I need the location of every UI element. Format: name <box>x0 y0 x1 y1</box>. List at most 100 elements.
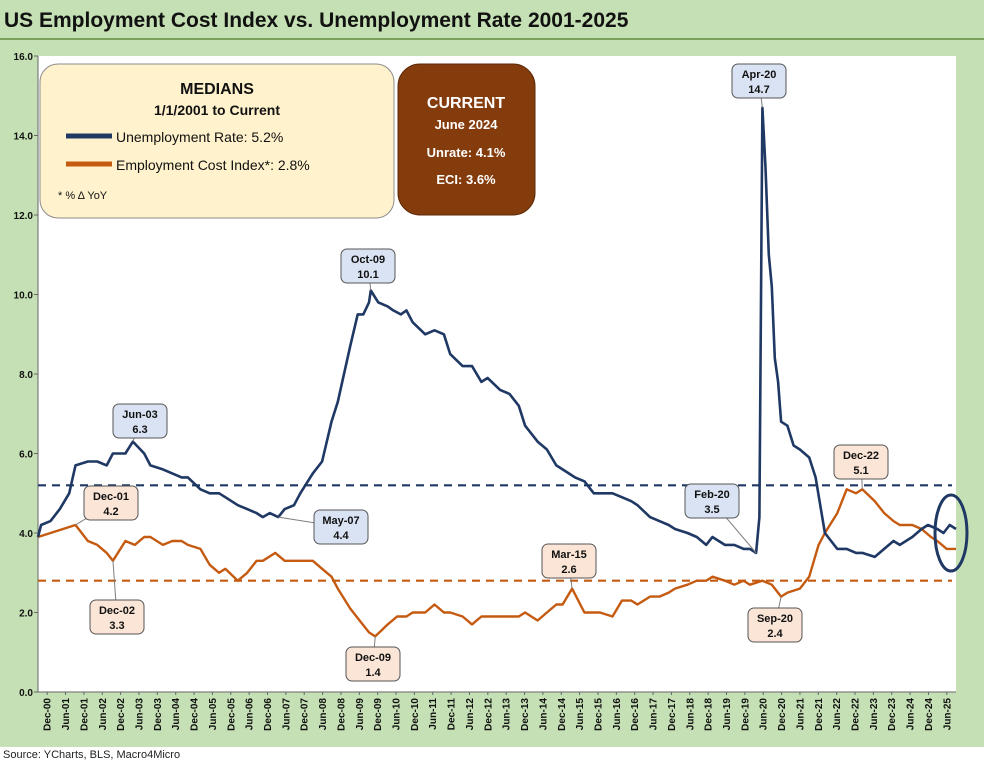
x-tick-label: Jun-05 <box>208 698 219 731</box>
median-lines <box>38 484 952 582</box>
callout-date: Jun-03 <box>122 409 157 421</box>
callout-mar-15: Mar-15 2.6 <box>541 543 597 579</box>
series-lines <box>36 106 957 638</box>
callout-box <box>541 543 597 579</box>
x-tick-label: Dec-23 <box>887 698 898 731</box>
medians-box: MEDIANS 1/1/2001 to Current Unemployment… <box>39 63 395 219</box>
legend-eci-label: Employment Cost Index*: 2.8% <box>116 157 310 173</box>
medians-title: MEDIANS <box>180 81 254 98</box>
y-tick-label: 0.0 <box>19 688 33 699</box>
callout-date: Dec-09 <box>355 652 391 664</box>
x-tick-label: Dec-16 <box>630 698 641 731</box>
x-tick-label: Dec-07 <box>300 698 311 731</box>
callout-box <box>112 403 168 439</box>
x-tick-label: Dec-13 <box>520 698 531 731</box>
x-tick-label: Dec-05 <box>226 698 237 731</box>
callout-dec-09: Dec-09 1.4 <box>345 646 401 682</box>
callout-value: 6.3 <box>132 424 147 436</box>
x-tick-label: Dec-10 <box>410 698 421 731</box>
current-box-bg <box>397 63 536 216</box>
medians-subtitle: 1/1/2001 to Current <box>154 102 280 118</box>
callout-box <box>345 646 401 682</box>
x-tick-label: Jun-14 <box>538 698 549 731</box>
callout-box <box>313 509 369 545</box>
x-tick-label: Jun-16 <box>612 698 623 731</box>
y-tick-label: 2.0 <box>19 609 33 620</box>
callout-value: 4.2 <box>103 506 118 518</box>
x-tick-label: Jun-13 <box>502 698 513 731</box>
x-tick-label: Jun-25 <box>942 698 953 731</box>
legend-unrate-label: Unemployment Rate: 5.2% <box>116 129 283 145</box>
x-tick-label: Jun-12 <box>465 698 476 731</box>
y-axis: 0.0 2.0 4.0 6.0 8.0 10.0 12.0 14.0 16.0 <box>14 52 39 699</box>
x-tick-label: Jun-15 <box>575 698 586 731</box>
callout-oct-09: Oct-09 10.1 <box>340 248 396 284</box>
x-tick-label: Dec-00 <box>43 698 54 731</box>
x-tick-label: Dec-15 <box>593 698 604 731</box>
callout-date: Dec-01 <box>93 491 129 503</box>
callout-date: Apr-20 <box>742 69 777 81</box>
title-bar: US Employment Cost Index vs. Unemploymen… <box>0 0 984 40</box>
x-tick-label: Dec-06 <box>263 698 274 731</box>
x-tick-label: Dec-08 <box>336 698 347 731</box>
x-tick-label: Dec-12 <box>483 698 494 731</box>
x-tick-label: Dec-11 <box>447 698 458 731</box>
current-title: CURRENT <box>427 95 505 112</box>
callout-value: 4.4 <box>333 530 349 542</box>
x-tick-label: Jun-20 <box>759 698 770 731</box>
y-tick-label: 16.0 <box>14 52 34 63</box>
callout-date: Sep-20 <box>757 613 793 625</box>
x-tick-label: Dec-18 <box>704 698 715 731</box>
callout-dec-01: Dec-01 4.2 <box>83 485 139 521</box>
callout-date: May-07 <box>322 515 359 527</box>
x-tick-label: Jun-08 <box>318 698 329 731</box>
x-tick-label: Jun-04 <box>171 698 182 731</box>
callout-value: 3.3 <box>109 620 124 632</box>
medians-footnote: * % Δ YoY <box>58 190 108 202</box>
callout-box <box>83 485 139 521</box>
callout-sep-20: Sep-20 2.4 <box>747 607 803 643</box>
x-tick-label: Jun-02 <box>98 698 109 731</box>
x-tick-label: Jun-06 <box>245 698 256 731</box>
callout-value: 1.4 <box>365 667 381 679</box>
y-tick-label: 4.0 <box>19 529 33 540</box>
callout-box <box>89 599 145 635</box>
x-tick-label: Dec-02 <box>116 698 127 731</box>
x-tick-label: Jun-01 <box>61 698 72 731</box>
x-tick-label: Jun-11 <box>428 698 439 730</box>
latest-highlight-ellipse <box>933 493 969 573</box>
callout-box <box>684 483 740 519</box>
x-tick-label: Jun-19 <box>722 698 733 731</box>
callout-value: 5.1 <box>853 465 868 477</box>
callout-date: Oct-09 <box>351 254 385 266</box>
series-line-unrate <box>36 106 957 559</box>
y-tick-label: 10.0 <box>14 291 34 302</box>
x-tick-label: Dec-01 <box>79 698 90 731</box>
x-tick-label: Dec-20 <box>777 698 788 731</box>
x-tick-label: Dec-17 <box>667 698 678 731</box>
current-date: June 2024 <box>435 117 499 132</box>
x-tick-label: Dec-03 <box>153 698 164 731</box>
current-eci: ECI: 3.6% <box>436 172 496 187</box>
callout-date: Dec-22 <box>843 450 879 462</box>
source-note: Source: YCharts, BLS, Macro4Micro <box>3 749 181 761</box>
x-tick-label: Jun-22 <box>832 698 843 731</box>
callout-jun-03: Jun-03 6.3 <box>112 403 168 439</box>
y-tick-label: 6.0 <box>19 450 33 461</box>
y-tick-label: 8.0 <box>19 370 33 381</box>
x-tick-label: Jun-03 <box>134 698 145 731</box>
medians-box-bg <box>39 63 395 219</box>
x-tick-label: Dec-19 <box>740 698 751 731</box>
callout-value: 2.6 <box>561 564 576 576</box>
callout-box <box>731 63 787 99</box>
callout-apr-20: Apr-20 14.7 <box>731 63 787 99</box>
callout-feb-20: Feb-20 3.5 <box>684 483 740 519</box>
callout-dec-22: Dec-22 5.1 <box>833 444 889 480</box>
callout-box <box>747 607 803 643</box>
x-tick-label: Dec-21 <box>814 698 825 731</box>
series-line-eci <box>37 488 956 638</box>
callout-value: 2.4 <box>767 628 783 640</box>
x-tick-label: Jun-07 <box>281 698 292 731</box>
callout-may-07: May-07 4.4 <box>313 509 369 545</box>
